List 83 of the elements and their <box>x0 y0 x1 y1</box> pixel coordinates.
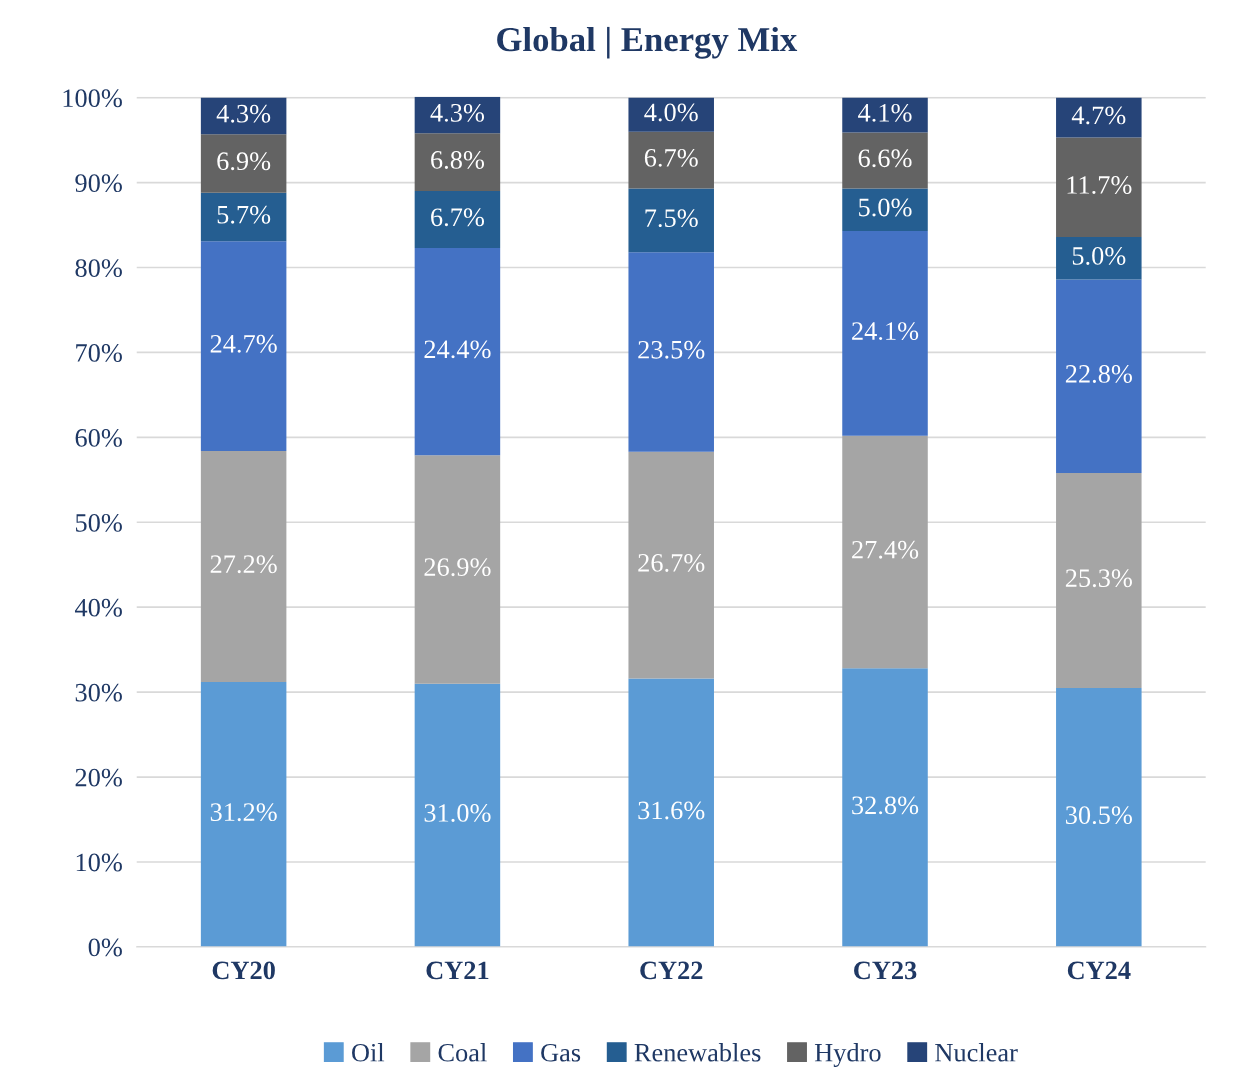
bar <box>842 231 928 436</box>
bar <box>414 455 501 684</box>
bar <box>842 97 928 133</box>
bar <box>414 133 501 192</box>
bar <box>1056 137 1142 237</box>
bar <box>842 435 928 669</box>
data-label: 6.6% <box>858 149 912 168</box>
bar <box>200 97 287 135</box>
data-label: 5.7% <box>217 205 271 224</box>
legend-label: Hydro <box>814 1043 881 1068</box>
data-label: 6.9% <box>217 152 271 171</box>
data-label: 6.8% <box>431 151 485 169</box>
data-label: 5.0% <box>859 198 912 217</box>
bar <box>842 132 928 189</box>
bar <box>414 191 501 248</box>
data-label: 25.3% <box>1065 569 1132 588</box>
chart-title: Global | Energy Mix <box>497 26 798 59</box>
data-label: 23.5% <box>638 340 705 359</box>
bar <box>1056 279 1142 474</box>
data-label: 7.5% <box>645 209 698 228</box>
x-tick-label: CY20 <box>212 961 275 980</box>
data-label: 32.8% <box>852 796 919 815</box>
y-tick-label: 10% <box>76 853 122 872</box>
data-label: 31.2% <box>210 803 277 822</box>
y-tick-label: 30% <box>75 683 122 702</box>
bar <box>414 683 501 947</box>
bar <box>1056 236 1142 280</box>
data-label: 11.7% <box>1067 176 1132 194</box>
y-tick-label: 0% <box>88 938 122 957</box>
data-label: 22.8% <box>1065 365 1132 383</box>
data-label: 6.7% <box>431 208 485 227</box>
bar <box>1056 97 1142 138</box>
y-tick-label: 100% <box>63 89 122 108</box>
legend-label: Renewables <box>634 1043 761 1062</box>
data-label: 4.7% <box>1071 106 1126 125</box>
data-label: 27.4% <box>852 540 919 559</box>
bar <box>628 97 714 132</box>
y-tick-label: 70% <box>76 344 122 362</box>
data-label: 4.0% <box>644 103 698 122</box>
y-tick-label: 20% <box>75 768 122 787</box>
data-label: 27.2% <box>210 555 277 574</box>
y-tick-label: 90% <box>75 174 122 193</box>
bar <box>414 96 501 134</box>
data-label: 26.9% <box>424 558 491 577</box>
x-tick-label: CY23 <box>854 961 917 980</box>
x-tick-label: CY22 <box>640 961 703 980</box>
y-tick-label: 80% <box>75 259 122 278</box>
x-tick-label: CY21 <box>426 961 489 980</box>
data-label: 24.7% <box>210 334 277 353</box>
bar <box>414 248 501 456</box>
bar <box>628 131 714 189</box>
bar <box>842 668 928 947</box>
data-label: 31.6% <box>638 801 705 820</box>
bar <box>1056 473 1142 688</box>
bar <box>200 134 287 193</box>
bar <box>628 678 714 947</box>
bar <box>200 192 287 242</box>
data-label: 30.5% <box>1065 806 1132 825</box>
data-label: 26.7% <box>638 553 705 572</box>
bar <box>628 451 714 679</box>
bar <box>200 681 287 947</box>
bar <box>628 188 714 253</box>
data-label: 24.1% <box>852 322 919 341</box>
bar <box>1056 687 1142 947</box>
bar <box>842 188 928 232</box>
x-tick-label: CY24 <box>1067 961 1131 980</box>
data-label: 4.1% <box>858 103 912 122</box>
bar <box>200 450 287 682</box>
y-tick-label: 60% <box>75 428 122 447</box>
data-label: 4.3% <box>430 103 485 122</box>
data-label: 31.0% <box>424 804 491 822</box>
legend-label: Coal <box>438 1043 487 1062</box>
data-label: 24.4% <box>424 340 491 359</box>
legend-label: Oil <box>352 1043 385 1062</box>
legend-label: Gas <box>541 1043 581 1062</box>
y-tick-label: 40% <box>74 598 122 617</box>
bar <box>200 241 287 451</box>
y-tick-label: 50% <box>76 513 122 532</box>
bar <box>628 252 714 452</box>
legend-label: Nuclear <box>935 1043 1018 1062</box>
data-label: 4.3% <box>216 104 271 123</box>
data-label: 6.7% <box>644 148 698 167</box>
data-label: 5.0% <box>1072 246 1126 265</box>
